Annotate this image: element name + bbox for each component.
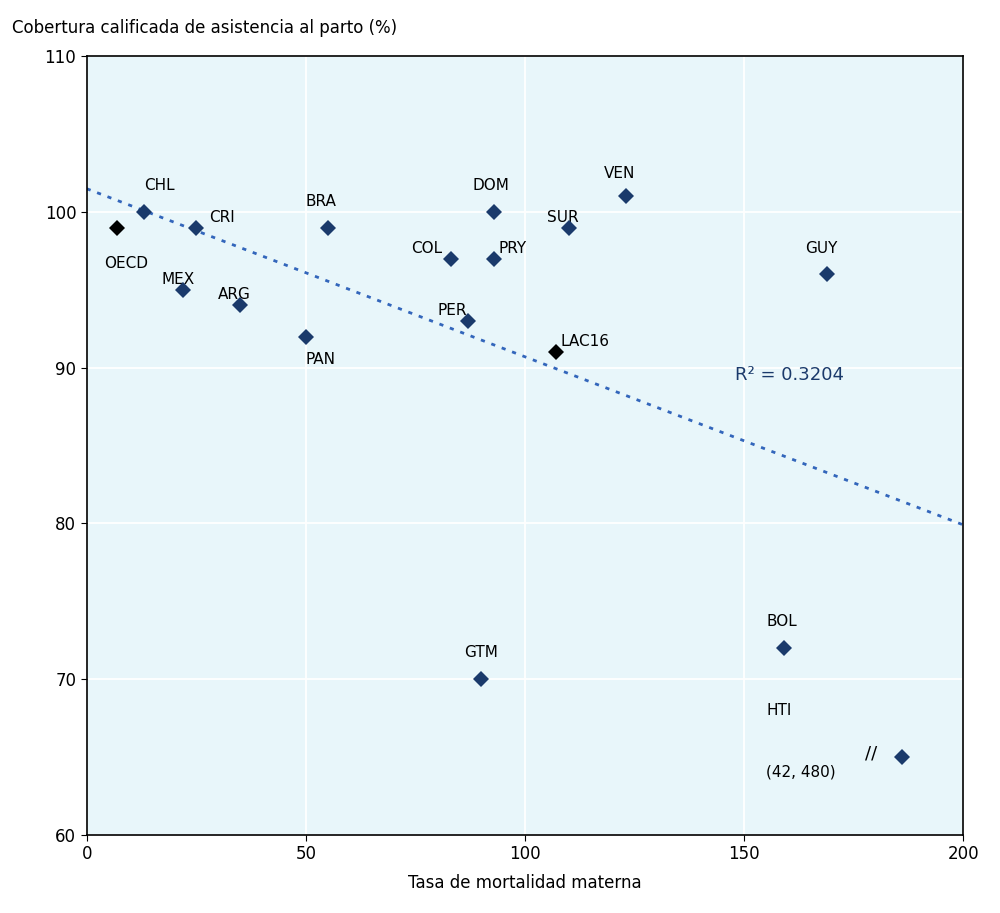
Text: VEN: VEN	[604, 166, 635, 181]
Text: Cobertura calificada de asistencia al parto (%): Cobertura calificada de asistencia al pa…	[12, 19, 397, 37]
Text: PRY: PRY	[499, 241, 527, 256]
Text: MEX: MEX	[161, 272, 194, 287]
Text: BOL: BOL	[766, 614, 797, 629]
Text: PER: PER	[437, 303, 467, 318]
Text: OECD: OECD	[104, 256, 148, 270]
Text: ARG: ARG	[218, 288, 251, 302]
Text: CHL: CHL	[144, 178, 174, 194]
Text: GTM: GTM	[464, 645, 498, 660]
Text: //: //	[865, 745, 877, 762]
Text: GUY: GUY	[806, 241, 838, 256]
Text: BRA: BRA	[306, 194, 337, 209]
Text: SUR: SUR	[547, 209, 579, 225]
Text: R² = 0.3204: R² = 0.3204	[735, 366, 844, 384]
Text: LAC16: LAC16	[560, 334, 609, 349]
Text: PAN: PAN	[306, 352, 336, 367]
X-axis label: Tasa de mortalidad materna: Tasa de mortalidad materna	[408, 874, 642, 892]
Text: CRI: CRI	[209, 209, 235, 225]
Text: DOM: DOM	[472, 178, 509, 194]
Text: (42, 480): (42, 480)	[766, 764, 836, 780]
Text: HTI: HTI	[766, 703, 791, 718]
Text: COL: COL	[411, 241, 442, 256]
